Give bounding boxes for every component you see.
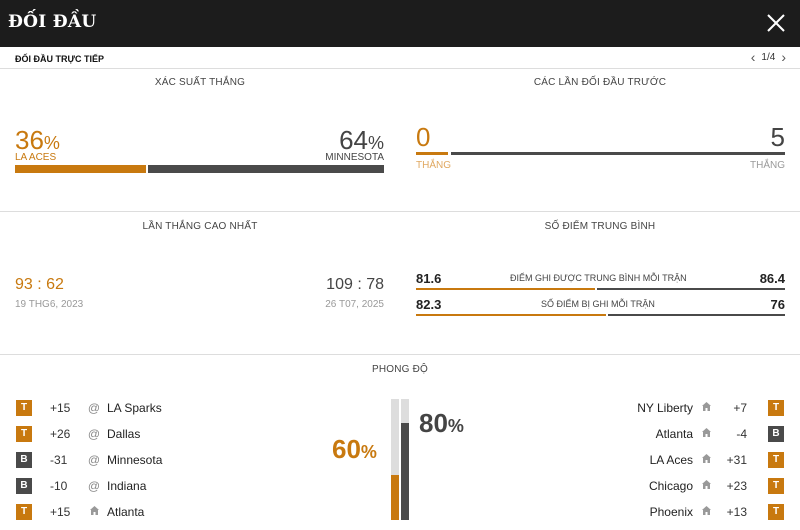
- home-avg-value: 82.3: [416, 297, 442, 312]
- away-avg-line: [597, 288, 785, 290]
- away-prev-bar: [451, 152, 785, 155]
- result-badge: B: [16, 478, 32, 494]
- home-venue-icon: [87, 505, 101, 519]
- home-venue-icon: [699, 401, 713, 415]
- home-win-pct: 36%: [15, 127, 60, 156]
- opponent-team[interactable]: Minnesota: [107, 453, 163, 467]
- away-venue-icon: @: [87, 453, 101, 467]
- away-venue-icon: @: [87, 401, 101, 415]
- opponent-team[interactable]: Atlanta: [107, 505, 145, 519]
- away-avg-value: 86.4: [759, 271, 785, 286]
- pager: ‹ 1/4 ›: [750, 49, 786, 65]
- top-bar: ĐỐI ĐẦU: [0, 0, 800, 47]
- opponent-team[interactable]: LA Aces: [649, 453, 693, 467]
- section-label: ĐỐI ĐẦU TRỰC TIẾP: [15, 54, 104, 64]
- away-form-pct-value: 80: [419, 408, 448, 438]
- result-badge: T: [768, 452, 784, 468]
- away-best-score: 109 : 78: [326, 276, 384, 293]
- opponent-team[interactable]: Chicago: [648, 479, 693, 493]
- page-indicator: 1/4: [761, 51, 776, 63]
- percent-sign: %: [367, 133, 384, 153]
- score-diff: +13: [726, 505, 747, 519]
- home-avg-line: [416, 288, 595, 290]
- score-diff: +15: [50, 401, 71, 415]
- opponent-team[interactable]: Atlanta: [655, 427, 693, 441]
- percent-sign: %: [43, 133, 60, 153]
- opponent-team[interactable]: NY Liberty: [637, 401, 693, 415]
- away-win-bar: [148, 165, 384, 173]
- away-win-pct-value: 64: [339, 125, 368, 155]
- opponent-team[interactable]: Indiana: [107, 479, 147, 493]
- away-prev-wins: 5: [770, 122, 785, 152]
- home-venue-icon: [699, 453, 713, 467]
- home-best-score: 93 : 62: [15, 276, 64, 293]
- score-diff: -4: [736, 427, 747, 441]
- away-venue-icon: @: [87, 427, 101, 441]
- home-venue-icon: [699, 505, 713, 519]
- home-prev-label: THẮNG: [416, 160, 451, 171]
- score-diff: +26: [50, 427, 71, 441]
- chevron-left-icon[interactable]: ‹: [750, 49, 756, 65]
- result-badge: T: [768, 504, 784, 520]
- home-prev-bar: [416, 152, 448, 155]
- section-header: ĐỐI ĐẦU TRỰC TIẾP ‹ 1/4 ›: [0, 47, 800, 69]
- result-badge: B: [16, 452, 32, 468]
- win-prob-title: XÁC SUẤT THẮNG: [154, 77, 246, 88]
- score-diff: +15: [50, 505, 71, 519]
- home-team-label: LA ACES: [15, 152, 57, 163]
- page-title: ĐỐI ĐẦU: [8, 12, 97, 32]
- opponent-team[interactable]: Phoenix: [649, 505, 693, 519]
- score-diff: +31: [726, 453, 747, 467]
- away-best-date: 26 T07, 2025: [325, 299, 384, 310]
- home-form-bar: [391, 475, 399, 520]
- result-badge: T: [16, 504, 32, 520]
- score-diff: +23: [726, 479, 747, 493]
- avg-row: 81.6 ĐIỂM GHI ĐƯỢC TRUNG BÌNH MỖI TRẬN 8…: [416, 271, 785, 290]
- percent-sign: %: [360, 442, 377, 462]
- home-form-pct: 60%: [332, 436, 377, 465]
- home-prev-wins: 0: [416, 122, 431, 152]
- avg-row-label: ĐIỂM GHI ĐƯỢC TRUNG BÌNH MỖI TRẬN: [510, 273, 687, 283]
- home-form-pct-value: 60: [332, 434, 361, 464]
- divider: [0, 211, 800, 212]
- result-badge: T: [16, 400, 32, 416]
- away-avg-value: 76: [770, 297, 785, 312]
- away-team-label: MINNESOTA: [325, 152, 384, 163]
- result-badge: T: [768, 400, 784, 416]
- home-best-date: 19 THG6, 2023: [15, 299, 84, 310]
- home-venue-icon: [699, 427, 713, 441]
- percent-sign: %: [447, 416, 464, 436]
- score-diff: -31: [50, 453, 68, 467]
- away-form-bar: [401, 423, 409, 520]
- avg-points-title: SỐ ĐIỂM TRUNG BÌNH: [544, 221, 656, 232]
- home-win-bar: [15, 165, 146, 173]
- home-avg-line: [416, 314, 606, 316]
- score-diff: +7: [733, 401, 747, 415]
- opponent-team[interactable]: LA Sparks: [107, 401, 162, 415]
- home-venue-icon: [699, 479, 713, 493]
- result-badge: T: [768, 478, 784, 494]
- home-win-pct-value: 36: [15, 125, 44, 155]
- score-diff: -10: [50, 479, 68, 493]
- away-form-pct: 80%: [419, 410, 464, 439]
- divider: [0, 354, 800, 355]
- biggest-win-title: LẦN THẮNG CAO NHẤT: [142, 221, 258, 232]
- away-win-pct: 64%: [339, 127, 384, 156]
- avg-row-label: SỐ ĐIỂM BỊ GHI MỖI TRẬN: [541, 299, 655, 309]
- avg-row: 82.3 SỐ ĐIỂM BỊ GHI MỖI TRẬN 76: [416, 297, 785, 316]
- away-avg-line: [608, 314, 785, 316]
- result-badge: T: [16, 426, 32, 442]
- away-prev-label: THẮNG: [750, 160, 785, 171]
- chevron-right-icon[interactable]: ›: [781, 49, 786, 65]
- previous-title: CÁC LẦN ĐỐI ĐẦU TRƯỚC: [533, 77, 667, 88]
- home-form-track: [391, 399, 399, 520]
- home-avg-value: 81.6: [416, 271, 442, 286]
- close-icon[interactable]: [766, 13, 786, 33]
- result-badge: B: [768, 426, 784, 442]
- form-title: PHONG ĐỘ: [371, 364, 429, 375]
- opponent-team[interactable]: Dallas: [107, 427, 141, 441]
- away-venue-icon: @: [87, 479, 101, 493]
